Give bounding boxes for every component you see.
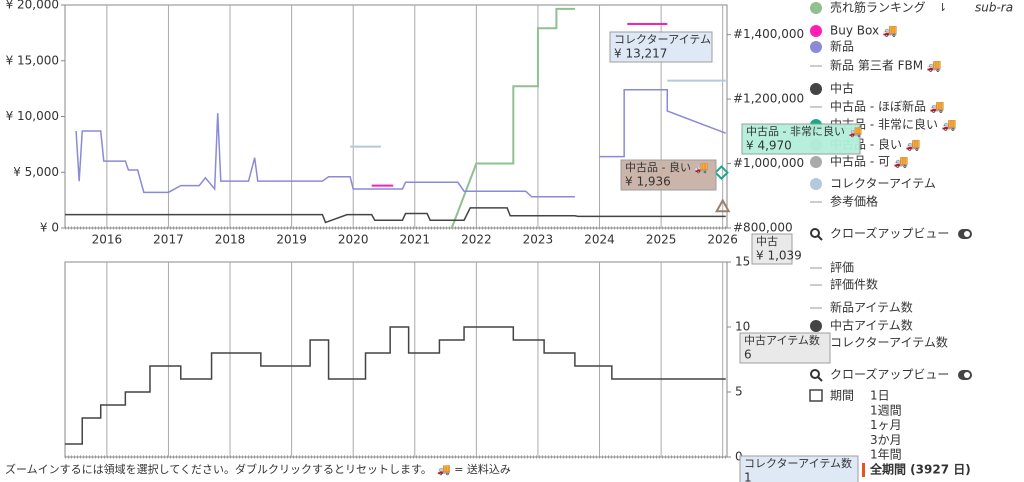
legend-label: 参考価格 <box>830 194 878 209</box>
legend-dot <box>810 178 822 190</box>
calendar-icon <box>809 389 823 402</box>
y-tick-label: 5 <box>735 385 743 399</box>
tooltip <box>739 332 831 364</box>
tooltip <box>751 233 793 265</box>
series-line <box>75 113 575 198</box>
x-tick-label: 2026 <box>707 233 738 247</box>
tooltip <box>741 123 861 155</box>
legend-label: 評価 <box>830 260 854 275</box>
tooltip <box>739 455 859 482</box>
tooltip-value: ¥ 4,970 <box>746 139 792 153</box>
x-tick-label: 2016 <box>92 233 123 247</box>
legend-label: 新品アイテム数 <box>830 300 913 315</box>
series-line <box>65 207 726 224</box>
sort-icon: ⇂ <box>938 1 947 14</box>
period-option[interactable]: 3か月 <box>870 433 902 447</box>
search-icon-handle <box>817 376 823 382</box>
tooltip-title: コレクターアイテム <box>614 33 711 46</box>
legend-label: 評価件数 <box>830 277 878 292</box>
data-point <box>714 165 729 180</box>
x-tick-label: 2024 <box>584 233 615 247</box>
toggle-knob <box>964 372 970 378</box>
period-option[interactable]: 1年間 <box>870 448 902 462</box>
legend-dot <box>810 2 822 14</box>
legend-dot <box>810 83 822 95</box>
x-tick-label: 2020 <box>338 233 369 247</box>
y-tick-label: ¥ 0 <box>40 221 59 235</box>
tooltip <box>620 159 717 191</box>
tooltip <box>609 31 713 63</box>
legend-label: 中古品 - 非常に良い 🚚 <box>830 117 957 132</box>
x-tick-label: 2025 <box>646 233 677 247</box>
legend-dot <box>810 320 822 332</box>
legend-label: 中古アイテム数 <box>830 318 913 333</box>
legend-label: 売れ筋ランキング <box>830 0 926 15</box>
x-tick-label: 2022 <box>461 233 492 247</box>
toggle-knob <box>964 231 970 237</box>
legend-label: 中古 <box>830 81 854 96</box>
search-icon <box>810 228 820 238</box>
legend-label: コレクターアイテム <box>830 177 936 191</box>
period-option[interactable]: 1週間 <box>870 403 902 417</box>
sub-ranking[interactable]: sub-ra <box>975 1 1013 15</box>
period-label: 期間 <box>830 389 854 403</box>
y2-tick-label: #1,200,000 <box>733 92 804 106</box>
series-line <box>599 88 727 158</box>
y-tick-label: 10 <box>735 320 750 334</box>
series-line <box>65 326 726 445</box>
tooltip-title: 中古品 - 良い 🚚 <box>625 160 708 174</box>
footer-hint: ズームインするには領域を選択してください。ダブルクリックするとリセットします。 <box>5 462 432 476</box>
series-line <box>450 7 575 229</box>
search-icon-handle <box>817 235 823 241</box>
x-tick-label: 2023 <box>523 233 554 247</box>
legend-label[interactable]: クローズアップビュー <box>830 367 949 382</box>
search-icon <box>810 369 820 379</box>
plot-frame <box>64 261 728 458</box>
x-tick-label: 2017 <box>153 233 184 247</box>
legend-label[interactable]: クローズアップビュー <box>830 226 949 241</box>
legend-dot <box>810 41 822 53</box>
legend-label: Buy Box 🚚 <box>830 24 898 38</box>
tooltip-value: 1 <box>744 471 752 482</box>
y2-tick-label: #1,000,000 <box>733 156 804 170</box>
legend-label: コレクターアイテム数 <box>830 335 948 350</box>
tooltip-value: 6 <box>744 348 752 362</box>
legend-label: 新品 <box>830 39 854 54</box>
tooltip-value: ¥ 1,039 <box>756 249 802 263</box>
y-tick-label: ¥ 20,000 <box>6 0 59 12</box>
legend-label: 中古品 - 可 🚚 <box>830 154 909 169</box>
tooltip-title: 中古 <box>756 235 778 248</box>
legend-label: 新品 第三者 FBM 🚚 <box>830 58 942 73</box>
period-option[interactable]: 1ヶ月 <box>870 418 902 432</box>
period-selected-bar <box>862 463 865 477</box>
tooltip-value: ¥ 1,936 <box>625 175 671 189</box>
y-tick-label: ¥ 10,000 <box>6 109 59 123</box>
y2-tick-label: #800,000 <box>733 221 793 235</box>
y2-tick-label: #1,400,000 <box>733 27 804 41</box>
period-selected[interactable]: 全期間 (3927 日) <box>869 462 971 477</box>
legend-label: 中古品 - ほぼ新品 🚚 <box>830 99 945 114</box>
y-tick-label: 15 <box>735 255 750 269</box>
tooltip-title: 中古品 - 非常に良い 🚚 <box>746 124 862 138</box>
y-tick-label: ¥ 5,000 <box>13 165 59 179</box>
period-option[interactable]: 1日 <box>870 389 890 403</box>
x-tick-label: 2018 <box>215 233 246 247</box>
y-tick-label: 0 <box>735 450 743 464</box>
tooltip-title: コレクターアイテム数 <box>744 457 852 470</box>
x-tick-label: 2021 <box>400 233 431 247</box>
x-tick-label: 2019 <box>276 233 307 247</box>
y-tick-label: ¥ 15,000 <box>6 53 59 67</box>
legend-dot <box>810 25 822 37</box>
footer-shipping: 🚚 = 送料込み <box>437 462 511 476</box>
legend-dot <box>810 156 822 168</box>
tooltip-value: ¥ 13,217 <box>614 47 667 61</box>
tooltip-title: 中古アイテム数 <box>744 334 820 347</box>
data-point <box>714 198 731 213</box>
